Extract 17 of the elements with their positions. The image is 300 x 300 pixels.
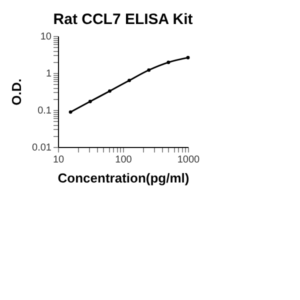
point [166,60,170,64]
point [147,68,151,72]
x-tick-label: 1000 [177,154,200,166]
point [186,56,190,60]
point [88,100,92,104]
y-tick-label: 0.01 [32,142,52,154]
chart-title: Rat CCL7 ELISA Kit [53,11,193,28]
x-tick-label: 10 [52,154,64,166]
x-axis-title: Concentration(pg/ml) [58,170,190,186]
point [68,110,72,114]
y-tick-label: 10 [40,32,52,42]
x-tick-label: 100 [115,154,132,166]
point [108,89,112,93]
point [128,78,132,82]
y-axis-title: O.D. [9,78,24,106]
y-tick-label: 0.1 [38,106,52,116]
y-tick-label: 1 [46,68,52,80]
